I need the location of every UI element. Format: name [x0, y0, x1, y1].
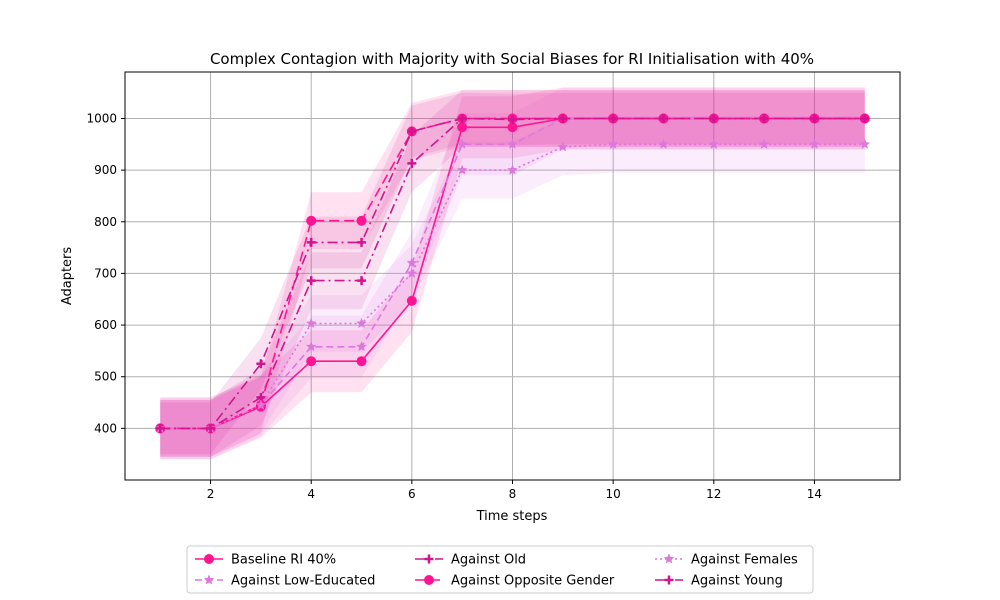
confidence-band	[160, 87, 865, 460]
data-point	[557, 141, 569, 152]
x-tick-label: 4	[307, 487, 315, 501]
data-point	[759, 113, 769, 123]
x-tick-label: 14	[807, 487, 822, 501]
data-point	[507, 138, 518, 149]
data-point	[407, 126, 417, 136]
legend: Baseline RI 40% Against Low-Educated Again…	[186, 545, 814, 594]
y-tick-label: 800	[94, 215, 117, 229]
data-point	[658, 138, 669, 149]
y-tick-label: 1000	[86, 111, 117, 125]
legend-marker	[664, 575, 674, 585]
legend-label: Against Opposite Gender	[451, 574, 615, 589]
data-point	[758, 138, 770, 149]
data-point	[809, 113, 819, 123]
data-point	[859, 138, 871, 149]
chart-title: Complex Contagion with Majority with Soc…	[210, 50, 814, 68]
data-point	[356, 215, 367, 226]
legend-marker	[204, 554, 214, 564]
legend-marker	[203, 574, 215, 585]
x-tick-label: 2	[207, 487, 215, 501]
data-point	[809, 138, 820, 149]
data-point	[306, 237, 316, 247]
x-axis-label: Time steps	[476, 509, 548, 524]
data-point	[708, 138, 720, 149]
data-point	[206, 423, 216, 433]
confidence-band	[160, 92, 865, 455]
series-line	[160, 117, 865, 430]
data-point	[356, 356, 367, 367]
data-point	[658, 113, 668, 123]
y-axis-label: Adapters	[60, 247, 75, 306]
data-point	[305, 341, 317, 352]
data-point	[607, 138, 619, 149]
legend-marker	[663, 553, 675, 564]
legend-marker	[424, 554, 434, 564]
x-tick-label: 8	[509, 487, 517, 501]
data-point	[456, 164, 468, 175]
legend-label: Against Young	[691, 574, 783, 589]
y-tick-label: 500	[94, 370, 117, 384]
y-tick-label: 900	[94, 163, 117, 177]
x-tick-label: 6	[408, 487, 416, 501]
confidence-band	[160, 115, 865, 457]
data-point	[357, 276, 367, 286]
data-point	[357, 237, 367, 247]
data-point	[407, 158, 417, 168]
legend-frame	[186, 545, 814, 594]
legend-label: Against Low-Educated	[231, 574, 375, 589]
data-point	[608, 113, 618, 123]
y-tick-label: 700	[94, 266, 117, 280]
data-point	[508, 115, 517, 125]
data-point	[457, 122, 468, 133]
data-point	[507, 122, 518, 133]
confidence-band	[160, 87, 865, 460]
x-tick-label: 12	[706, 487, 721, 501]
data-point	[155, 423, 165, 433]
legend-label: Against Females	[691, 553, 798, 568]
x-tick-label: 10	[606, 487, 621, 501]
y-tick-label: 400	[94, 421, 117, 435]
data-point	[457, 113, 467, 123]
data-point	[507, 164, 518, 175]
y-tick-label: 600	[94, 318, 117, 332]
data-point	[305, 317, 317, 329]
data-point	[356, 317, 367, 329]
data-point	[406, 257, 418, 268]
series-markers	[154, 112, 871, 434]
y-ticks: 400 500 600 700 800 900 1000	[86, 111, 125, 435]
data-point	[306, 276, 316, 286]
data-point	[709, 113, 719, 123]
data-point	[406, 267, 418, 279]
legend-label: Baseline RI 40%	[231, 553, 336, 568]
legend-marker	[424, 575, 434, 585]
data-point	[558, 113, 568, 123]
data-point	[860, 113, 870, 123]
legend-label: Against Old	[451, 553, 526, 568]
data-point	[456, 138, 468, 149]
data-point	[256, 359, 266, 369]
data-point	[306, 215, 317, 226]
x-ticks: 2 4 6 8 10 12 14	[207, 480, 822, 501]
data-point	[356, 341, 367, 352]
data-point	[306, 356, 317, 367]
data-point	[255, 399, 267, 410]
data-point	[406, 295, 417, 306]
